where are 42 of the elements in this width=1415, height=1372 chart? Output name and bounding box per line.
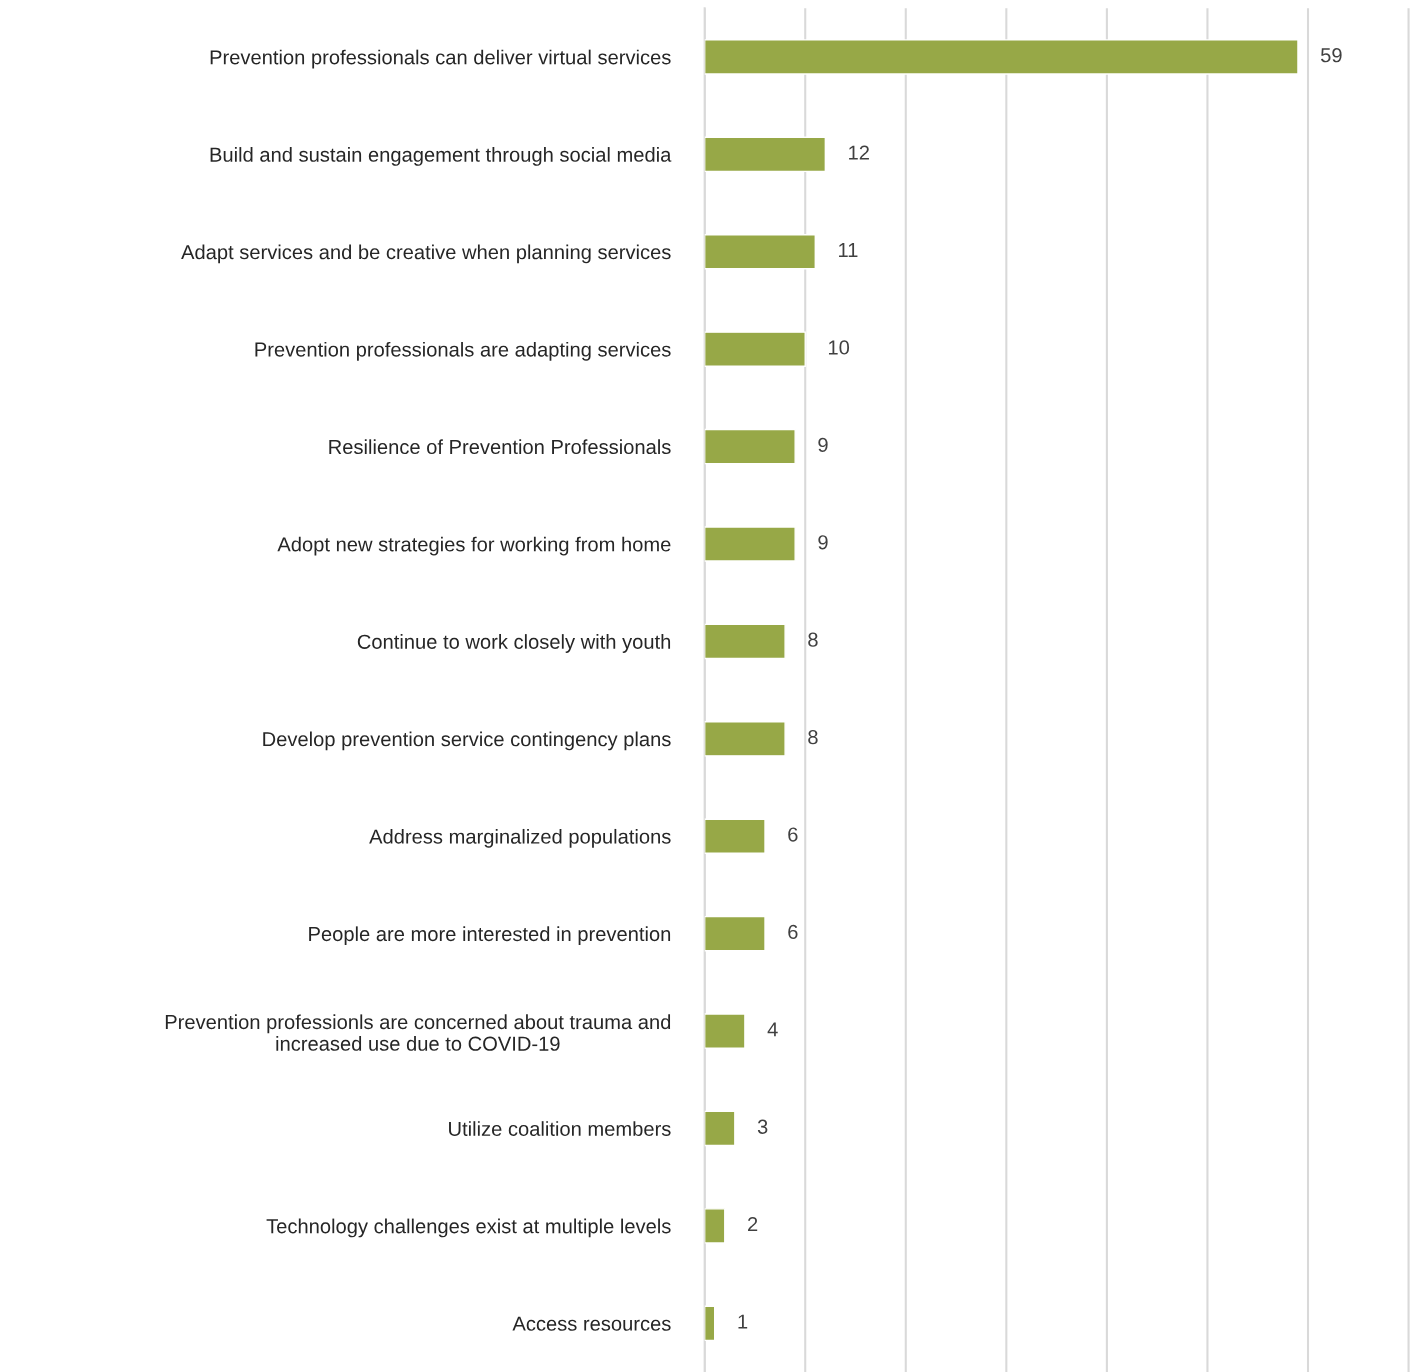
bar xyxy=(704,818,766,854)
bar xyxy=(704,428,796,465)
data-label: 8 xyxy=(808,729,818,745)
data-label: 6 xyxy=(788,827,798,842)
y-tick-label: Develop prevention service contingency plans xyxy=(263,731,671,751)
data-label: 6 xyxy=(788,924,798,940)
y-tick-label: Technology challenges exist at multiple levels xyxy=(266,1218,671,1238)
bar xyxy=(704,623,786,660)
y-tick-label: Prevention professionals are adapting services xyxy=(255,341,671,361)
y-tick-label: Adapt services and be creative when planning services xyxy=(181,244,671,264)
data-label: 4 xyxy=(767,1022,778,1037)
y-tick-label: Adopt new strategies for working from home xyxy=(277,536,671,556)
bar xyxy=(704,1013,746,1049)
bar xyxy=(704,1305,716,1342)
data-label: 9 xyxy=(818,437,828,452)
data-label: 11 xyxy=(839,243,858,257)
y-tick-label: Prevention professionals can deliver virtual services xyxy=(210,49,671,69)
y-tick-label: Resilience of Prevention Professionals xyxy=(329,439,671,455)
bar xyxy=(704,1208,726,1244)
bar xyxy=(704,526,796,562)
y-tick-label: Prevention professionls are concerned about trauma and increased use due to COVID-19 xyxy=(165,1014,671,1051)
bar xyxy=(704,915,766,952)
data-label: 9 xyxy=(818,535,828,550)
bar xyxy=(704,136,827,173)
data-label: 8 xyxy=(808,632,818,647)
data-label: 3 xyxy=(757,1119,768,1134)
bar xyxy=(704,234,816,270)
y-tick-label: Continue to work closely with youth xyxy=(357,634,671,653)
y-tick-label: People are more interested in prevention xyxy=(309,926,671,946)
y-tick-label: Utilize coalition members xyxy=(449,1121,671,1136)
data-label: 2 xyxy=(748,1217,758,1232)
bar xyxy=(704,331,806,367)
bar xyxy=(704,1110,736,1147)
y-tick-label: Build and sustain engagement through social media xyxy=(210,147,672,166)
data-label: 59 xyxy=(1320,48,1342,63)
data-label: 1 xyxy=(738,1314,748,1329)
bar xyxy=(704,39,1299,75)
data-label: 10 xyxy=(828,340,850,355)
data-label: 12 xyxy=(849,145,869,160)
bar xyxy=(704,721,786,757)
y-tick-label: Address marginalized populations xyxy=(369,828,671,848)
y-tick-label: Access resources xyxy=(512,1316,671,1331)
